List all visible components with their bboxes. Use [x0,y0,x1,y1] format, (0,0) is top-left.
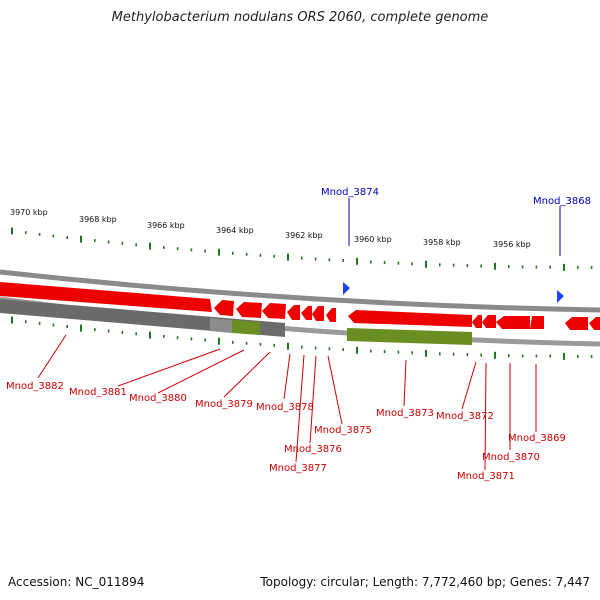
gene-arrow[interactable] [589,317,600,330]
gene-label[interactable]: Mnod_3877 [269,463,327,474]
gene-callout-line [327,355,343,425]
gene-arrow[interactable] [565,317,588,330]
kbp-tick-label: 3964 kbp [216,226,254,235]
kbp-tick-label: 3968 kbp [79,215,117,224]
gene-callout-line [157,349,245,394]
gene-callout-line [117,348,221,387]
gene-label[interactable]: Mnod_3870 [482,452,540,463]
gene-label[interactable]: Mnod_3869 [508,433,566,444]
gene-label[interactable]: Mnod_3882 [6,381,64,392]
gene-arrow[interactable] [326,308,336,322]
gene-label[interactable]: Mnod_3872 [436,411,494,422]
gene-label[interactable]: Mnod_3879 [195,399,253,410]
gene-callout-line [37,334,67,379]
gene-arrow[interactable] [262,303,286,319]
gene-callout-line [295,354,305,463]
gene-arrow[interactable] [301,306,312,320]
olive-region-block[interactable] [347,328,472,345]
gene-callout-lines [37,334,537,471]
gene-block[interactable] [0,282,212,312]
gene-labels: Mnod_3882 Mnod_3881 Mnod_3880 Mnod_3879 … [6,381,566,482]
kbp-tick-label: 3962 kbp [285,231,323,240]
outer-tick-marks [11,227,593,271]
gene-arrow[interactable] [348,310,472,327]
gene-arrow[interactable] [236,302,262,318]
inner-tick-marks [11,316,593,360]
kbp-tick-label: 3958 kbp [423,238,461,247]
gene-label[interactable]: Mnod_3876 [284,444,342,455]
gene-arrow[interactable] [214,300,234,316]
genome-summary: Topology: circular; Length: 7,772,460 bp… [260,575,590,589]
gene-label[interactable]: Mnod_3871 [457,471,515,482]
gene-arrow[interactable] [530,316,544,329]
gene-callout-line [484,362,487,471]
gene-arrow[interactable] [496,316,530,329]
gene-label[interactable]: Mnod_3873 [376,408,434,419]
feature-marker-mnod-3868[interactable] [557,290,564,303]
gene-callout-line [461,361,477,410]
gene-callout-line [403,359,407,407]
backbone-outer-strand [0,269,600,313]
gene-callout-line [223,351,271,398]
gene-label[interactable]: Mnod_3880 [129,393,187,404]
genome-title: Methylobacterium nodulans ORS 2060, comp… [111,10,489,25]
kbp-tick-label: 3970 kbp [10,208,48,217]
accession-label: Accession: NC_011894 [8,575,145,589]
kbp-tick-label: 3956 kbp [493,240,531,249]
forward-gene-track [0,282,600,330]
gray-region-highlight [210,318,232,333]
feature-marker-mnod-3874[interactable] [343,282,350,295]
gene-label[interactable]: Mnod_3875 [314,425,372,436]
kbp-tick-label: 3966 kbp [147,221,185,230]
olive-region-block[interactable] [232,320,260,335]
gene-label[interactable]: Mnod_3881 [69,387,127,398]
gene-label[interactable]: Mnod_3878 [256,402,314,413]
kbp-tick-label: 3960 kbp [354,235,392,244]
gene-arrow[interactable] [312,306,324,321]
feature-label[interactable]: Mnod_3868 [533,196,591,207]
gene-callout-line [283,353,291,400]
gene-arrow[interactable] [482,315,496,328]
gene-callout-line [309,355,317,444]
gene-arrow[interactable] [472,315,482,328]
gene-arrow[interactable] [287,305,300,320]
feature-label[interactable]: Mnod_3874 [321,187,379,198]
